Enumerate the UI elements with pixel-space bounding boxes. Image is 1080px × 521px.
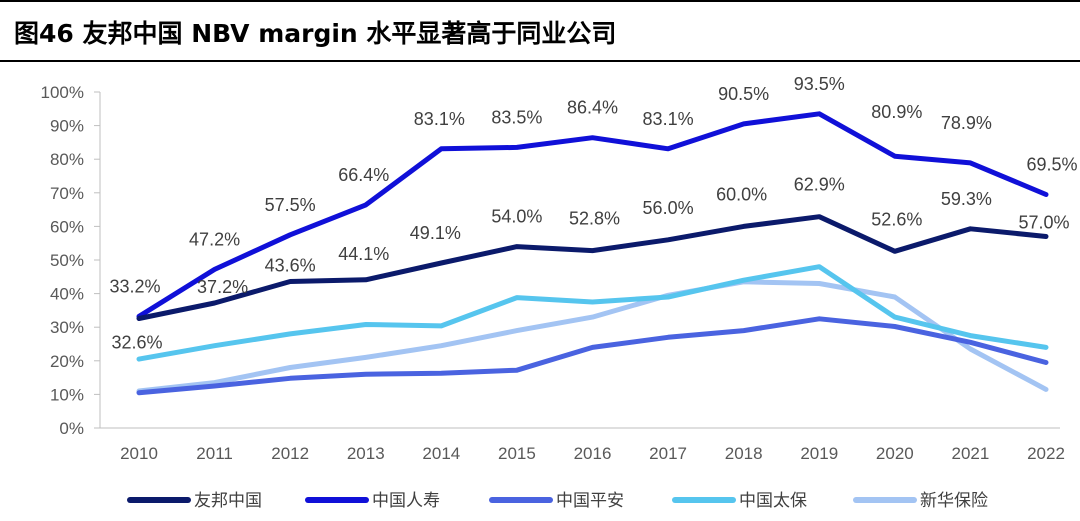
x-tick-label: 2017: [649, 444, 687, 463]
data-label: 60.0%: [716, 184, 767, 204]
legend[interactable]: 友邦中国 中国人寿 中国平安 中国太保 新华保险: [127, 491, 988, 511]
x-axis: 2010 2011 2012 2013 2014 2015 2016 2017 2018 2019…: [100, 427, 1065, 463]
data-label: 66.4%: [338, 165, 389, 185]
series-line-0: [136, 214, 1049, 321]
y-tick-label: 50%: [50, 251, 84, 270]
x-tick-label: 2013: [347, 444, 385, 463]
data-label: 52.8%: [569, 209, 620, 229]
x-tick-label: 2010: [120, 444, 158, 463]
data-label: 44.1%: [338, 244, 389, 264]
data-label: 93.5%: [794, 74, 845, 94]
y-tick-label: 30%: [50, 318, 84, 337]
series-line-3: [136, 264, 1049, 362]
data-label: 56.0%: [643, 198, 694, 218]
x-tick-label: 2022: [1027, 444, 1065, 463]
x-tick-label: 2014: [422, 444, 460, 463]
data-label: 54.0%: [491, 207, 542, 227]
data-label: 37.2%: [197, 277, 248, 297]
data-label: 49.1%: [410, 223, 461, 243]
y-tick-label: 40%: [50, 285, 84, 304]
data-labels: 32.6% 37.2% 43.6% 44.1% 49.1% 54.0% 52.8% 56.0%…: [109, 74, 1077, 353]
y-tick-label: 80%: [50, 150, 84, 169]
y-tick-label: 10%: [50, 385, 84, 404]
data-label: 47.2%: [189, 229, 240, 249]
data-label: 90.5%: [718, 84, 769, 104]
data-label: 59.3%: [941, 189, 992, 209]
y-tick-label: 70%: [50, 184, 84, 203]
x-tick-label: 2011: [196, 444, 233, 463]
line-chart: 0%10%20%30%40%50%60%70%80%90%100% 2010 20…: [41, 74, 1078, 511]
data-label: 83.1%: [643, 109, 694, 129]
data-label: 80.9%: [871, 102, 922, 122]
x-tick-label: 2012: [271, 444, 309, 463]
data-label: 43.6%: [265, 256, 316, 276]
title-bar: 图46 友邦中国 NBV margin 水平显著高于同业公司: [0, 0, 1080, 62]
data-label: 83.5%: [491, 107, 542, 127]
data-label: 86.4%: [567, 98, 618, 118]
series-lines: [136, 111, 1049, 396]
x-tick-label: 2015: [498, 444, 536, 463]
legend-item[interactable]: 中国人寿: [305, 491, 440, 511]
data-label: 62.9%: [794, 175, 845, 195]
series-line-1: [136, 111, 1049, 319]
x-tick-label: 2016: [574, 444, 612, 463]
chart-title: 图46 友邦中国 NBV margin 水平显著高于同业公司: [14, 19, 617, 48]
legend-label: 新华保险: [920, 491, 988, 511]
legend-item[interactable]: 中国太保: [672, 491, 807, 511]
legend-item[interactable]: 中国平安: [489, 491, 624, 511]
data-label: 57.5%: [265, 195, 316, 215]
data-label: 52.6%: [871, 209, 922, 229]
legend-item[interactable]: 新华保险: [853, 491, 988, 511]
data-label: 32.6%: [111, 332, 162, 352]
series-line-2: [136, 316, 1049, 396]
y-tick-label: 60%: [50, 217, 84, 236]
x-tick-label: 2020: [876, 444, 914, 463]
y-tick-label: 20%: [50, 352, 84, 371]
data-label: 83.1%: [414, 109, 465, 129]
legend-item[interactable]: 友邦中国: [127, 491, 262, 511]
data-label: 69.5%: [1026, 154, 1077, 174]
y-axis: 0% 10% 20% 30% 40% 50% 60% 70% 80% 90% 100%: [41, 83, 101, 438]
x-tick-label: 2021: [952, 444, 990, 463]
legend-label: 中国人寿: [372, 491, 440, 511]
x-tick-label: 2019: [800, 444, 838, 463]
x-tick-label: 2018: [725, 444, 763, 463]
data-label: 78.9%: [941, 113, 992, 133]
data-label: 57.0%: [1018, 212, 1069, 232]
y-tick-label: 90%: [50, 117, 84, 136]
legend-label: 中国太保: [739, 491, 807, 511]
y-tick-label: 100%: [41, 83, 84, 102]
data-label: 33.2%: [109, 276, 160, 296]
legend-label: 友邦中国: [194, 491, 262, 511]
series-line-4: [136, 279, 1049, 394]
y-tick-label: 0%: [59, 419, 84, 438]
legend-label: 中国平安: [556, 491, 624, 511]
